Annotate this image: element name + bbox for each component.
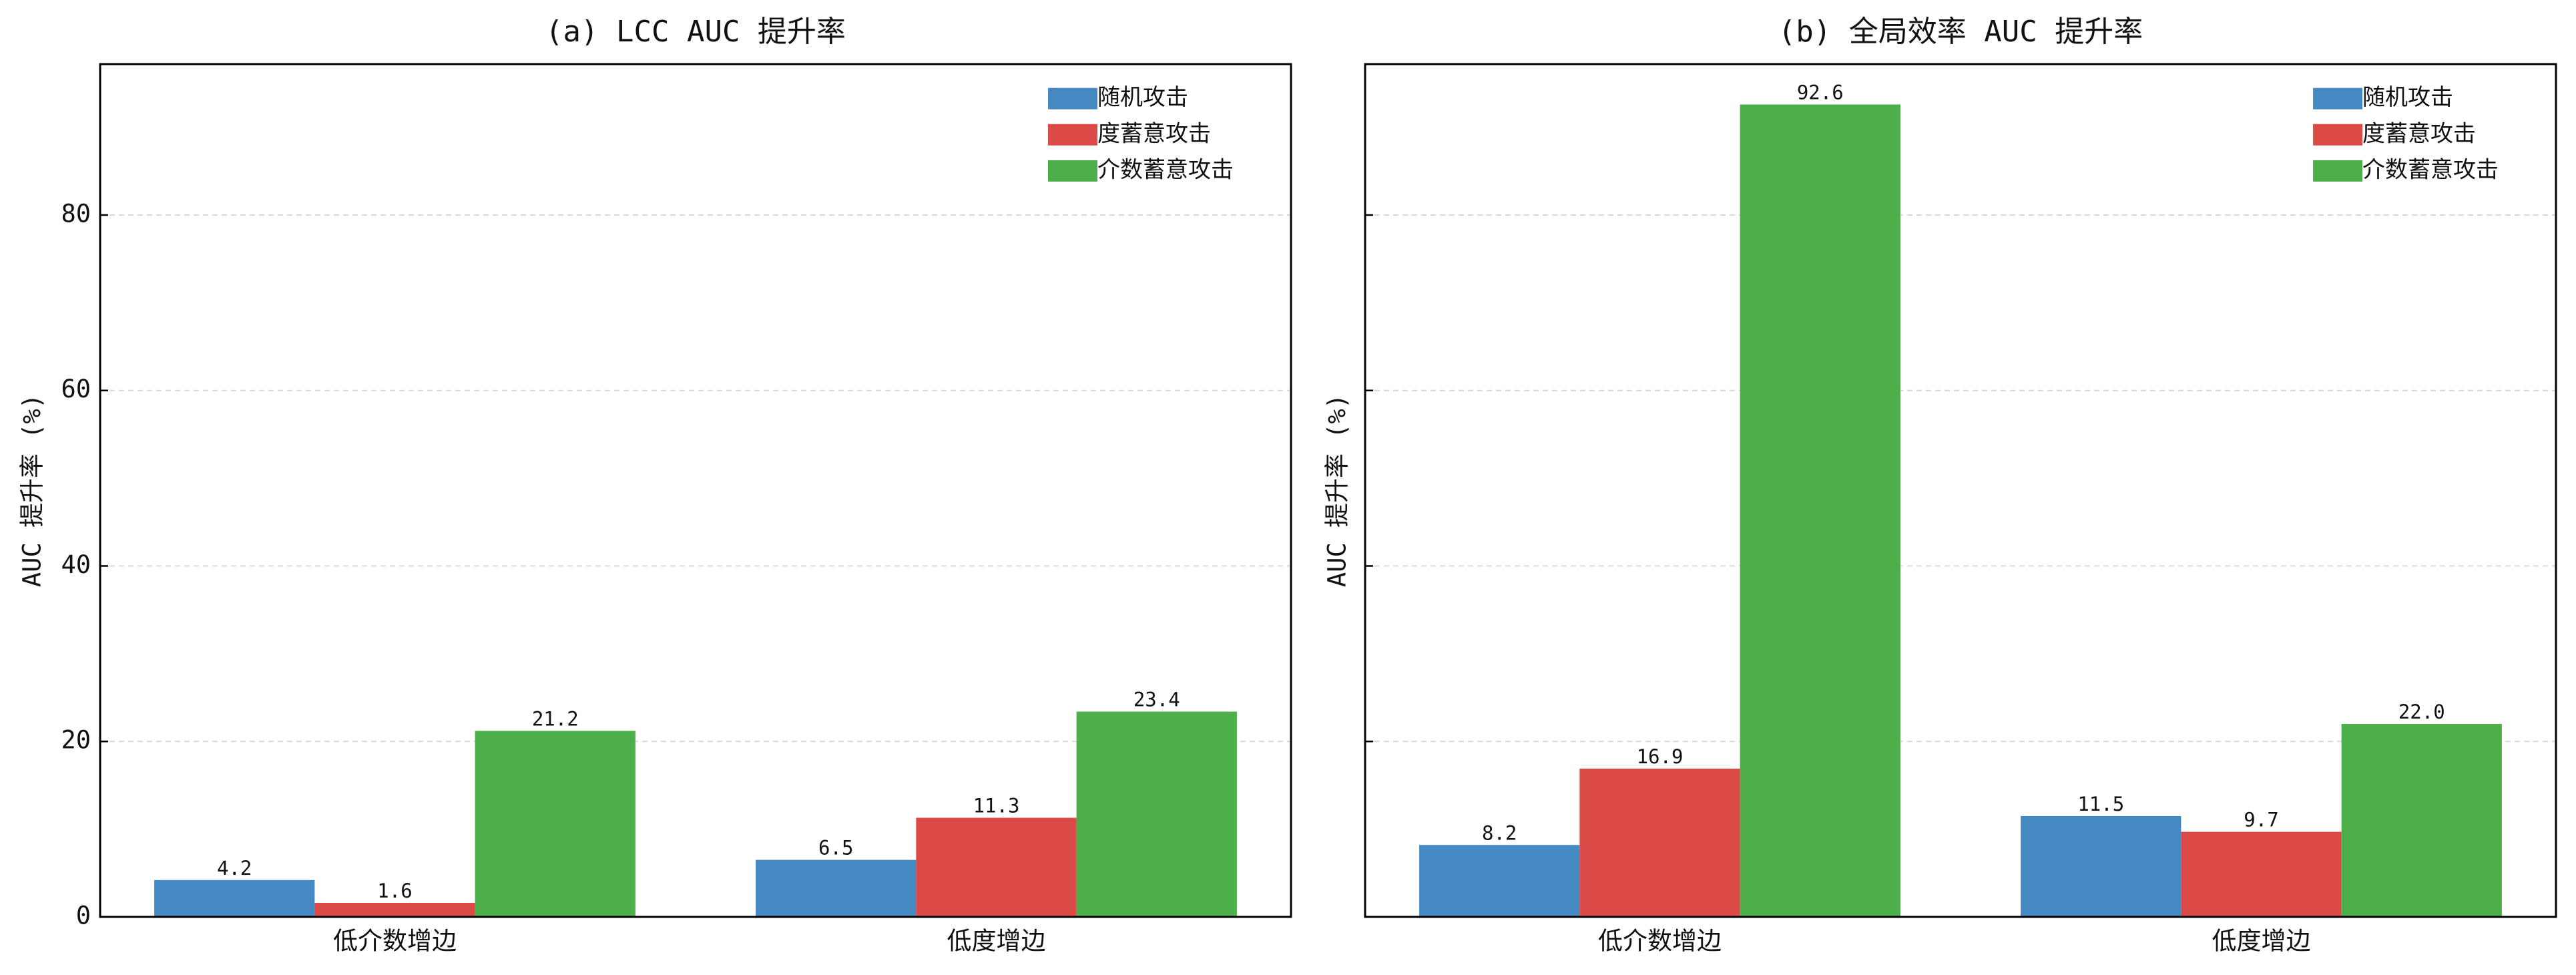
legend-swatch [2313,124,2362,146]
bar [154,880,315,917]
legend-label: 介数蓄意攻击 [1097,156,1234,183]
bar [1076,711,1237,917]
y-axis-label: AUC 提升率 (%) [1323,394,1352,587]
chart-title: (b) 全局效率 AUC 提升率 [1778,15,2143,49]
x-tick-label: 低介数增边 [1598,927,1722,956]
legend-label: 随机攻击 [1097,84,1188,111]
bar [916,817,1077,917]
legend-swatch [1048,124,1097,146]
bar [756,859,917,917]
legend-swatch [1048,160,1097,182]
legend-swatch [2313,87,2362,110]
bar [2181,831,2342,917]
value-label: 9.7 [2244,809,2278,831]
bar [1740,104,1900,917]
legend-label: 度蓄意攻击 [2362,120,2476,147]
legend-label: 度蓄意攻击 [1097,120,1211,147]
value-label: 16.9 [1637,745,1684,768]
y-tick-label: 40 [61,550,91,579]
plot-frame [1364,63,2557,918]
value-label: 11.3 [973,795,1020,817]
bar [1579,768,1740,917]
y-axis-label: AUC 提升率 (%) [18,394,47,587]
y-tick-label: 0 [76,902,91,930]
y-tick-label: 20 [61,726,91,755]
x-tick-label: 低度增边 [947,927,1046,956]
bar [2341,723,2502,917]
legend-swatch [1048,87,1097,110]
y-tick-label: 60 [61,375,91,403]
bar [1419,845,1580,917]
value-label: 4.2 [217,857,252,880]
value-label: 6.5 [818,837,853,859]
value-label: 11.5 [2077,793,2124,815]
value-label: 8.2 [1482,821,1517,844]
value-label: 1.6 [377,880,412,902]
x-tick-label: 低度增边 [2212,927,2311,956]
plot-frame [99,63,1292,918]
value-label: 21.2 [532,707,579,730]
legend-label: 随机攻击 [2362,84,2453,111]
value-label: 92.6 [1797,81,1844,104]
value-label: 22.0 [2398,701,2445,723]
bar [314,902,475,917]
bar [475,731,635,917]
legend-label: 介数蓄意攻击 [2362,156,2499,183]
chart-title: (a) LCC AUC 提升率 [545,15,846,49]
bar [2021,815,2181,917]
legend-swatch [2313,160,2362,182]
x-tick-label: 低介数增边 [333,927,457,956]
value-label: 23.4 [1133,689,1180,711]
y-tick-label: 80 [61,199,91,228]
